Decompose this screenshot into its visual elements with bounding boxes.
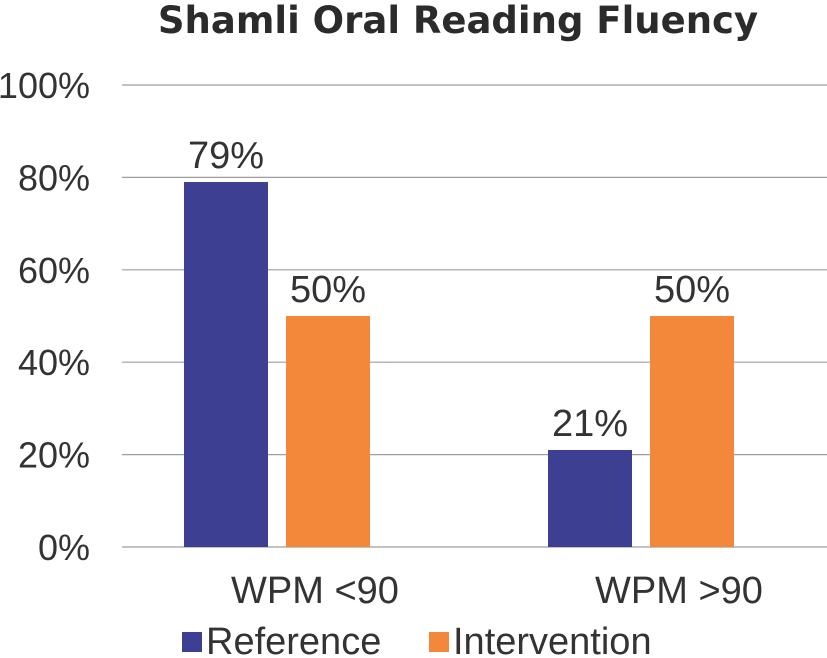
data-label: 79% xyxy=(188,135,264,177)
y-tick-label: 80% xyxy=(18,157,90,198)
legend-swatch-reference xyxy=(182,632,202,652)
y-tick-label: 0% xyxy=(38,527,90,568)
chart-title: Shamli Oral Reading Fluency xyxy=(158,0,758,42)
y-tick-label: 40% xyxy=(18,342,90,383)
data-labels: 79% 50% 21% 50% xyxy=(188,135,730,445)
bar-intervention-2 xyxy=(650,316,734,547)
data-label: 21% xyxy=(552,403,628,445)
y-axis-tick-labels: 0% 20% 40% 60% 80% 100% xyxy=(0,65,90,568)
legend-label-intervention: Intervention xyxy=(453,621,652,658)
legend-label-reference: Reference xyxy=(206,621,381,658)
bar-reference-1 xyxy=(184,182,268,547)
bar-reference-2 xyxy=(548,449,632,547)
data-label: 50% xyxy=(654,269,730,311)
y-tick-label: 100% xyxy=(0,65,90,106)
y-tick-label: 20% xyxy=(18,435,90,476)
x-category-label: WPM >90 xyxy=(595,570,763,612)
data-label: 50% xyxy=(290,269,366,311)
legend-swatch-intervention xyxy=(429,632,449,652)
y-tick-label: 60% xyxy=(18,250,90,291)
bars xyxy=(184,182,734,547)
legend: Reference Intervention xyxy=(182,621,652,658)
bar-intervention-1 xyxy=(286,316,370,547)
x-category-label: WPM <90 xyxy=(231,570,399,612)
x-axis-category-labels: WPM <90 WPM >90 xyxy=(231,570,763,612)
